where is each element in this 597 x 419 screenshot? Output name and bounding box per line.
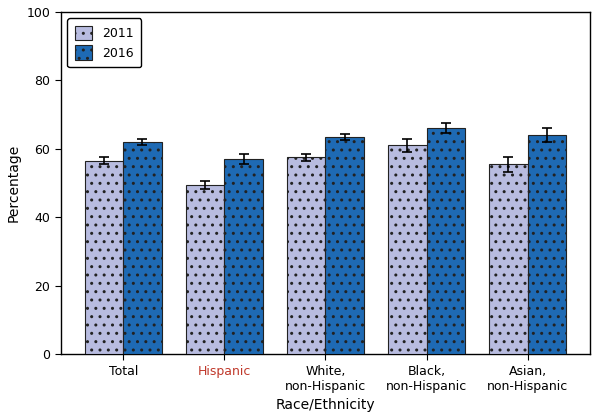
Bar [123,142,162,354]
Bar [388,145,426,354]
Bar [426,128,465,354]
Bar [85,161,123,354]
Legend: 2011, 2016: 2011, 2016 [67,18,141,67]
Bar [287,158,325,354]
X-axis label: Race/Ethnicity: Race/Ethnicity [276,398,376,412]
Y-axis label: Percentage: Percentage [7,144,21,222]
Bar [325,137,364,354]
Bar [528,135,566,354]
Bar [186,185,224,354]
Bar [224,159,263,354]
Bar [489,164,528,354]
